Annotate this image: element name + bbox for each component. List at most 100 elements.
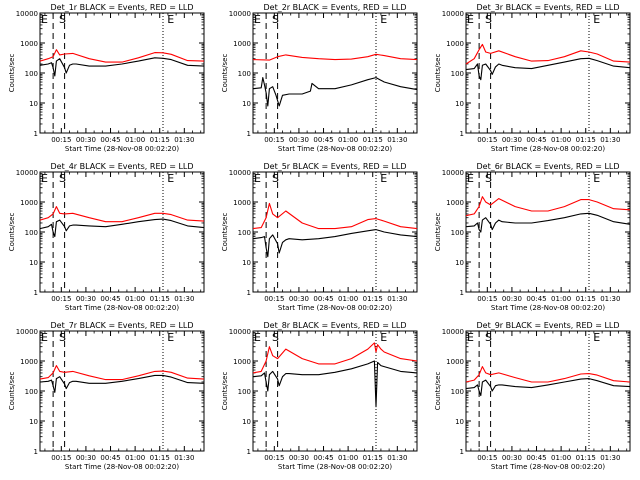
lld-series-line [252, 202, 418, 230]
y-tick-label: 100 [451, 70, 464, 78]
x-tick-label: 01:15 [576, 295, 596, 303]
x-tick-label: 01:15 [363, 295, 383, 303]
x-tick-label: 00:30 [502, 136, 522, 144]
y-tick-label: 10 [242, 418, 251, 426]
x-tick-label: 01:15 [150, 295, 170, 303]
y-axis-label: Counts/sec [221, 54, 229, 93]
x-axis-label: Start Time (28-Nov-08 00:02:20) [491, 463, 605, 471]
x-tick-label: 01:30 [174, 136, 194, 144]
lld-series-line [252, 53, 418, 61]
x-tick-label: 01:00 [125, 454, 145, 462]
y-tick-label: 1000 [233, 40, 251, 48]
events-series-line [39, 218, 205, 238]
marker-label: E [167, 13, 174, 26]
x-tick-label: 00:45 [100, 454, 120, 462]
x-tick-label: 00:30 [502, 295, 522, 303]
marker-label: E [254, 172, 261, 185]
marker-label: E [467, 331, 474, 344]
x-tick-label: 00:30 [502, 454, 522, 462]
y-axis-label: Counts/sec [8, 372, 16, 411]
y-tick-label: 10000 [16, 169, 38, 177]
panel-title: Det_7r BLACK = Events, RED = LLD [50, 321, 193, 330]
marker-label: E [380, 331, 387, 344]
x-tick-label: 01:00 [125, 136, 145, 144]
panel-title: Det_5r BLACK = Events, RED = LLD [263, 162, 406, 171]
x-tick-label: 01:30 [600, 295, 620, 303]
y-tick-label: 100 [238, 70, 251, 78]
y-tick-label: 10000 [442, 10, 464, 18]
marker-label: E [593, 331, 600, 344]
x-tick-label: 01:00 [551, 136, 571, 144]
y-axis-label: Counts/sec [221, 213, 229, 252]
marker-label: E [167, 172, 174, 185]
x-tick-label: 00:15 [264, 454, 284, 462]
x-tick-label: 00:45 [526, 136, 546, 144]
panel-title: Det_2r BLACK = Events, RED = LLD [263, 3, 406, 12]
x-tick-label: 01:00 [125, 295, 145, 303]
x-tick-label: 00:15 [51, 295, 71, 303]
y-axis-label: Counts/sec [8, 54, 16, 93]
x-tick-label: 00:15 [477, 295, 497, 303]
y-tick-label: 1000 [233, 199, 251, 207]
marker-label: E [380, 13, 387, 26]
x-tick-label: 01:15 [363, 454, 383, 462]
x-tick-label: 01:30 [174, 295, 194, 303]
events-series-line [39, 57, 205, 77]
y-tick-label: 10000 [229, 328, 251, 336]
marker-label: E [380, 172, 387, 185]
panel-title: Det_6r BLACK = Events, RED = LLD [476, 162, 619, 171]
y-tick-label: 10000 [442, 169, 464, 177]
y-tick-label: 1000 [20, 40, 38, 48]
marker-label: S [59, 331, 66, 344]
panel-title: Det_4r BLACK = Events, RED = LLD [50, 162, 193, 171]
panel-title: Det_3r BLACK = Events, RED = LLD [476, 3, 619, 12]
y-tick-label: 1000 [20, 358, 38, 366]
x-tick-label: 01:00 [338, 295, 358, 303]
x-tick-label: 01:30 [600, 454, 620, 462]
marker-label: E [167, 331, 174, 344]
x-tick-label: 01:00 [551, 295, 571, 303]
lld-series-line [39, 49, 205, 63]
y-tick-label: 100 [25, 229, 38, 237]
y-tick-label: 1000 [20, 199, 38, 207]
x-tick-label: 00:15 [51, 454, 71, 462]
marker-label: S [485, 13, 492, 26]
events-series-line [252, 229, 418, 258]
marker-label: S [485, 331, 492, 344]
y-axis-label: Counts/sec [8, 213, 16, 252]
events-series-line [465, 212, 631, 233]
y-tick-label: 10 [242, 259, 251, 267]
x-tick-label: 00:30 [76, 136, 96, 144]
panel-title: Det_1r BLACK = Events, RED = LLD [50, 3, 193, 12]
x-tick-label: 00:15 [51, 136, 71, 144]
panel-5: Det_5r BLACK = Events, RED = LLD 1 10 100 10… [221, 162, 418, 312]
y-tick-label: 10 [29, 259, 38, 267]
y-tick-label: 1000 [446, 40, 464, 48]
y-tick-label: 10000 [229, 10, 251, 18]
y-tick-label: 10000 [229, 169, 251, 177]
x-tick-label: 01:15 [576, 454, 596, 462]
x-axis-label: Start Time (28-Nov-08 00:02:20) [65, 463, 179, 471]
x-tick-label: 01:15 [150, 136, 170, 144]
y-tick-label: 100 [451, 388, 464, 396]
lld-series-line [252, 342, 418, 374]
panel-7: Det_7r BLACK = Events, RED = LLD 1 10 100 10… [8, 321, 205, 471]
x-tick-label: 00:30 [289, 454, 309, 462]
x-tick-label: 00:45 [526, 295, 546, 303]
y-tick-label: 10 [455, 418, 464, 426]
y-tick-label: 10000 [16, 10, 38, 18]
x-tick-label: 00:30 [76, 295, 96, 303]
x-tick-label: 00:15 [477, 454, 497, 462]
panel-6: Det_6r BLACK = Events, RED = LLD 1 10 100 10… [434, 162, 631, 312]
lld-series-line [465, 196, 631, 217]
x-tick-label: 00:45 [526, 454, 546, 462]
y-tick-label: 1000 [446, 358, 464, 366]
x-tick-label: 00:15 [477, 136, 497, 144]
x-tick-label: 01:30 [387, 454, 407, 462]
marker-label: E [593, 13, 600, 26]
y-tick-label: 1 [34, 448, 38, 456]
x-tick-label: 00:45 [313, 454, 333, 462]
x-axis-label: Start Time (28-Nov-08 00:02:20) [491, 304, 605, 312]
x-tick-label: 00:45 [313, 136, 333, 144]
